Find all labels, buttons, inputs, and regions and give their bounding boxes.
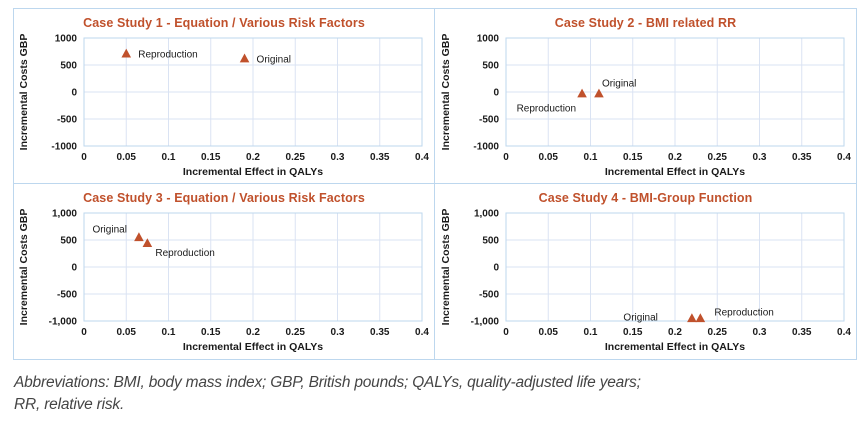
data-point-marker <box>239 53 250 63</box>
y-tick-label: 1,000 <box>473 209 498 220</box>
y-tick-label: -1,000 <box>49 317 78 328</box>
x-tick-label: 0.1 <box>583 327 597 338</box>
y-tick-label: -1000 <box>473 142 499 153</box>
y-tick-label: -500 <box>478 115 498 126</box>
y-tick-label: -500 <box>478 290 498 301</box>
x-tick-label: 0.05 <box>538 327 558 338</box>
y-tick-label: -1,000 <box>470 317 499 328</box>
y-tick-label: -1000 <box>51 142 77 153</box>
abbreviations-caption: Abbreviations: BMI, body mass index; GBP… <box>14 374 641 413</box>
data-point-marker <box>593 88 604 98</box>
x-tick-label: 0.35 <box>370 152 390 163</box>
y-axis-title: Incremental Costs GBP <box>18 34 30 151</box>
data-point-label: Original <box>257 55 291 66</box>
x-tick-label: 0.4 <box>837 327 851 338</box>
data-point-label: Reproduction <box>138 50 197 61</box>
x-tick-label: 0.25 <box>286 152 306 163</box>
x-tick-label: 0.15 <box>623 152 643 163</box>
x-tick-label: 0.3 <box>331 327 345 338</box>
scatter-plot-case-study-2: 1000 500 0 -500 -1000 0 0.05 0.1 0.15 0.2 0.25 0.3 0… <box>440 34 851 179</box>
data-point-label: Reproduction <box>516 104 575 115</box>
plot-area-border <box>83 37 423 147</box>
data-point-marker <box>576 88 587 98</box>
x-tick-label: 0.35 <box>792 327 812 338</box>
x-tick-label: 0.05 <box>538 152 558 163</box>
x-tick-label: 0.2 <box>668 327 682 338</box>
x-axis-title: Incremental Effect in QALYs <box>183 166 323 178</box>
x-tick-label: 0.3 <box>331 152 345 163</box>
x-tick-label: 0.3 <box>752 152 766 163</box>
chart-title: Case Study 2 - BMI related RR <box>554 16 737 30</box>
y-axis-title: Incremental Costs GBP <box>440 209 452 326</box>
data-point-marker <box>134 232 144 242</box>
data-point-label: Original <box>601 79 635 90</box>
x-tick-label: 0.4 <box>837 152 851 163</box>
chart-panel-case-study-3: Case Study 3 - Equation / Various Risk F… <box>14 184 435 359</box>
x-tick-label: 0.4 <box>415 152 429 163</box>
data-point-marker <box>121 48 132 58</box>
x-tick-label: 0.05 <box>117 152 137 163</box>
data-point-label: Reproduction <box>155 248 214 259</box>
x-tick-label: 0.2 <box>668 152 682 163</box>
x-tick-label: 0.3 <box>752 327 766 338</box>
x-tick-label: 0 <box>81 327 87 338</box>
x-axis-title: Incremental Effect in QALYs <box>604 166 744 178</box>
y-tick-label: 500 <box>60 61 77 72</box>
y-tick-label: 0 <box>493 263 499 274</box>
y-tick-label: 1,000 <box>52 209 77 220</box>
x-tick-label: 0.05 <box>117 327 137 338</box>
x-tick-label: 0.15 <box>623 327 643 338</box>
x-tick-label: 0.25 <box>707 327 727 338</box>
y-tick-label: 1000 <box>55 34 78 45</box>
chart-title: Case Study 3 - Equation / Various Risk F… <box>83 191 365 205</box>
plot-area-border <box>83 212 423 322</box>
scatter-plot-case-study-4: 1,000 500 0 -500 -1,000 0 0.05 0.1 0.15 0.2 0.25 0.… <box>440 209 851 354</box>
scatter-plot-case-study-1: 1000 500 0 -500 -1000 0 0.05 0.1 0.15 0.2 0.25 0.3 0… <box>18 34 429 179</box>
case-study-figure: Case Study 1 - Equation / Various Risk F… <box>13 8 857 360</box>
chart-panel-case-study-4: Case Study 4 - BMI-Group Function 1,000 5… <box>435 184 856 359</box>
x-tick-label: 0.25 <box>286 327 306 338</box>
x-tick-label: 0.2 <box>246 152 260 163</box>
data-point-marker <box>142 238 153 248</box>
data-point-label: Original <box>92 224 126 235</box>
y-tick-label: 500 <box>482 236 499 247</box>
x-axis-title: Incremental Effect in QALYs <box>183 341 323 353</box>
y-tick-label: 500 <box>60 236 77 247</box>
x-tick-label: 0.15 <box>201 152 221 163</box>
y-tick-label: 0 <box>71 88 77 99</box>
x-tick-label: 0.1 <box>583 152 597 163</box>
y-tick-label: 1000 <box>476 34 499 45</box>
chart-panel-case-study-2: Case Study 2 - BMI related RR 1000 500 0 -5… <box>435 9 856 184</box>
data-point-marker <box>686 313 697 323</box>
y-axis-title: Incremental Costs GBP <box>18 209 30 326</box>
x-tick-label: 0 <box>503 327 509 338</box>
x-tick-label: 0 <box>503 152 509 163</box>
y-axis-title: Incremental Costs GBP <box>440 34 452 151</box>
data-point-label: Original <box>623 312 657 323</box>
x-tick-label: 0.15 <box>201 327 221 338</box>
x-axis-title: Incremental Effect in QALYs <box>604 341 744 353</box>
x-tick-label: 0.25 <box>707 152 727 163</box>
y-tick-label: 0 <box>493 88 499 99</box>
y-tick-label: 0 <box>71 263 77 274</box>
y-tick-label: -500 <box>57 290 77 301</box>
x-tick-label: 0.1 <box>162 327 176 338</box>
y-tick-label: -500 <box>57 115 77 126</box>
x-tick-label: 0.2 <box>246 327 260 338</box>
y-tick-label: 500 <box>482 61 499 72</box>
data-point-marker <box>695 313 705 323</box>
x-tick-label: 0.35 <box>370 327 390 338</box>
chart-title: Case Study 1 - Equation / Various Risk F… <box>83 16 365 30</box>
plot-area-border <box>505 37 844 147</box>
data-point-label: Reproduction <box>714 307 773 318</box>
x-tick-label: 0 <box>81 152 87 163</box>
x-tick-label: 0.4 <box>415 327 429 338</box>
chart-panel-case-study-1: Case Study 1 - Equation / Various Risk F… <box>14 9 435 184</box>
x-tick-label: 0.1 <box>162 152 176 163</box>
plot-area-border <box>505 212 844 322</box>
x-tick-label: 0.35 <box>792 152 812 163</box>
chart-title: Case Study 4 - BMI-Group Function <box>538 191 753 205</box>
